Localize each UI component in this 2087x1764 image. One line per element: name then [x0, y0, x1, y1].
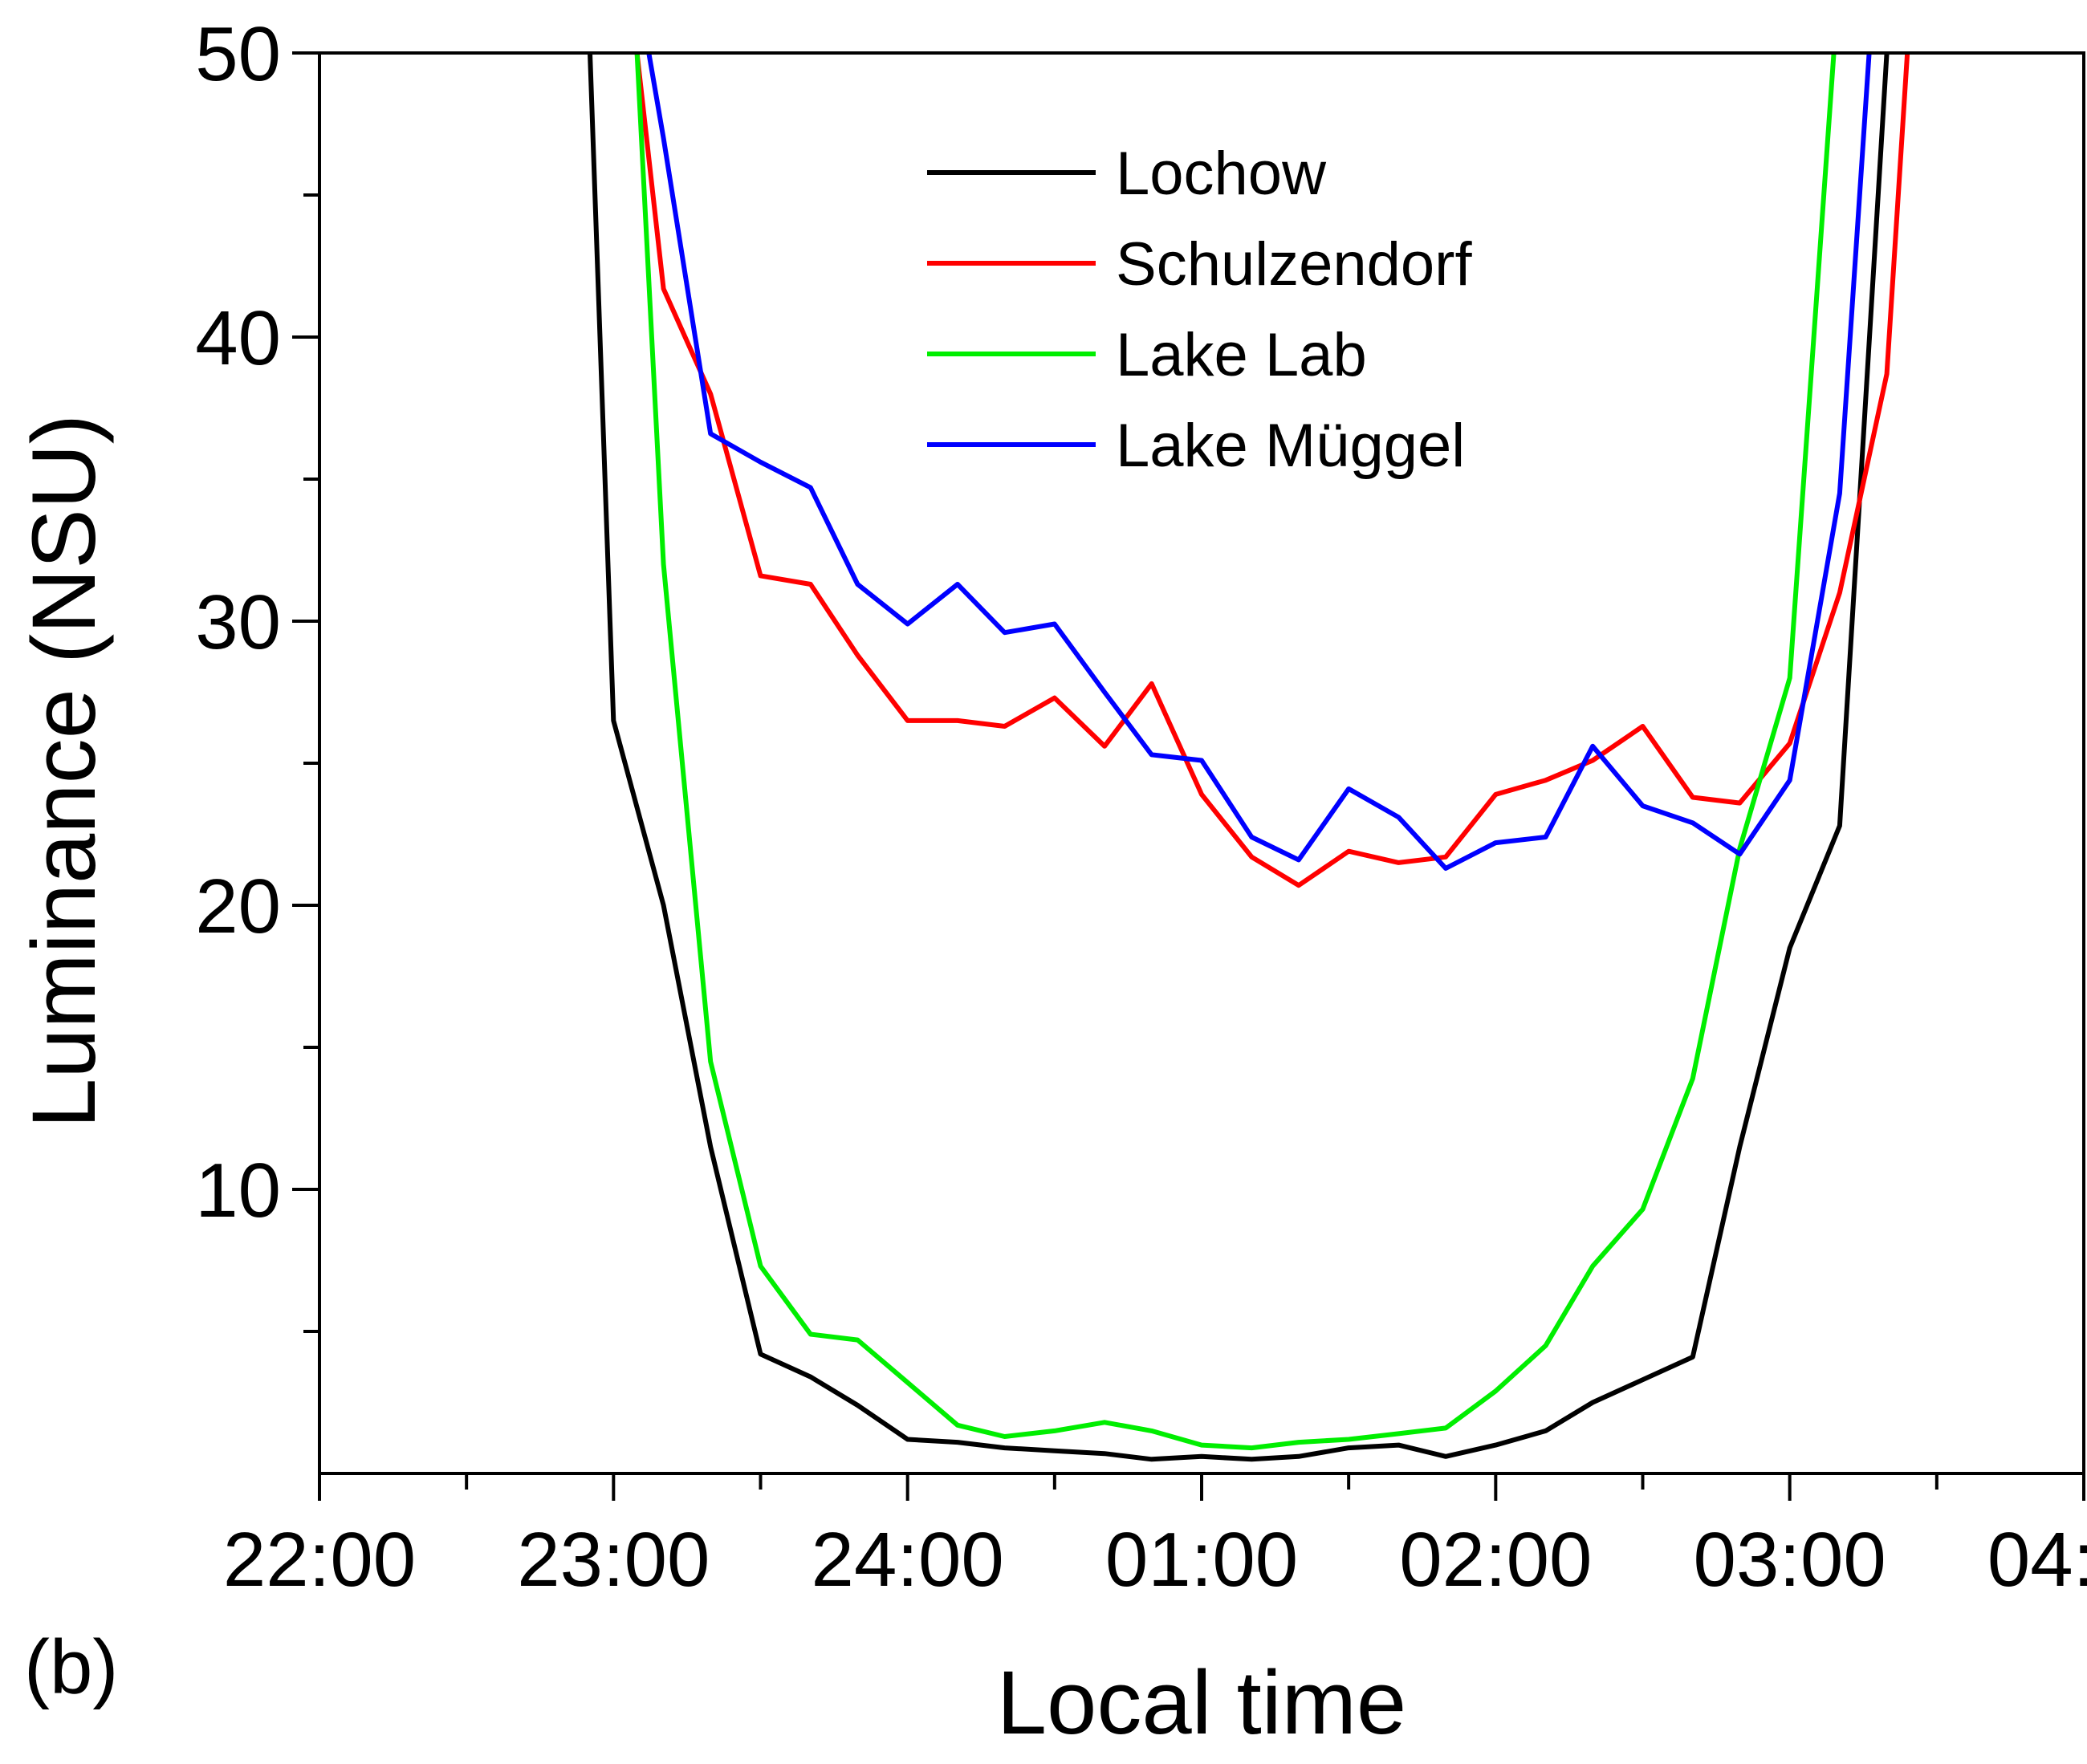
series-layer [588, 53, 1910, 1462]
axis-ticks [292, 51, 2085, 1501]
x-tick-label: 03:00 [1694, 1517, 1886, 1603]
x-axis-title: Local time [997, 1652, 1406, 1753]
x-tick-label: 01:00 [1105, 1517, 1298, 1603]
x-tick-label: 04:00 [1987, 1517, 2087, 1603]
series-line-schulzendorf [634, 53, 1910, 888]
legend: Lochow Schulzendorf Lake Lab Lake Müggel [927, 140, 1472, 480]
y-tick-label: 30 [195, 579, 281, 665]
y-axis-title: Luminance (NSU) [14, 414, 114, 1128]
x-tick-label: 23:00 [517, 1517, 710, 1603]
y-tick-label: 20 [195, 864, 281, 949]
x-tick-label: 24:00 [812, 1517, 1004, 1603]
x-tick-label: 02:00 [1399, 1517, 1592, 1603]
series-line-lochow [588, 53, 1890, 1462]
x-tick-labels: 22:00 23:00 24:00 01:00 02:00 03:00 04:00 [223, 1517, 2087, 1603]
y-tick-label: 10 [195, 1148, 281, 1234]
legend-label: Lake Müggel [1116, 412, 1465, 480]
panel-label: (b) [24, 1624, 118, 1710]
plot-frame [318, 51, 2085, 1475]
legend-label: Schulzendorf [1116, 230, 1472, 299]
legend-label: Lochow [1116, 140, 1327, 208]
series-line-lake-m-ggel [646, 53, 1872, 871]
series-line-lake-lab [634, 53, 1837, 1451]
y-tick-labels: 10 20 30 40 50 [195, 11, 281, 1234]
y-tick-label: 50 [195, 11, 281, 97]
y-tick-label: 40 [195, 295, 281, 381]
legend-label: Lake Lab [1116, 321, 1367, 389]
x-tick-label: 22:00 [223, 1517, 416, 1603]
